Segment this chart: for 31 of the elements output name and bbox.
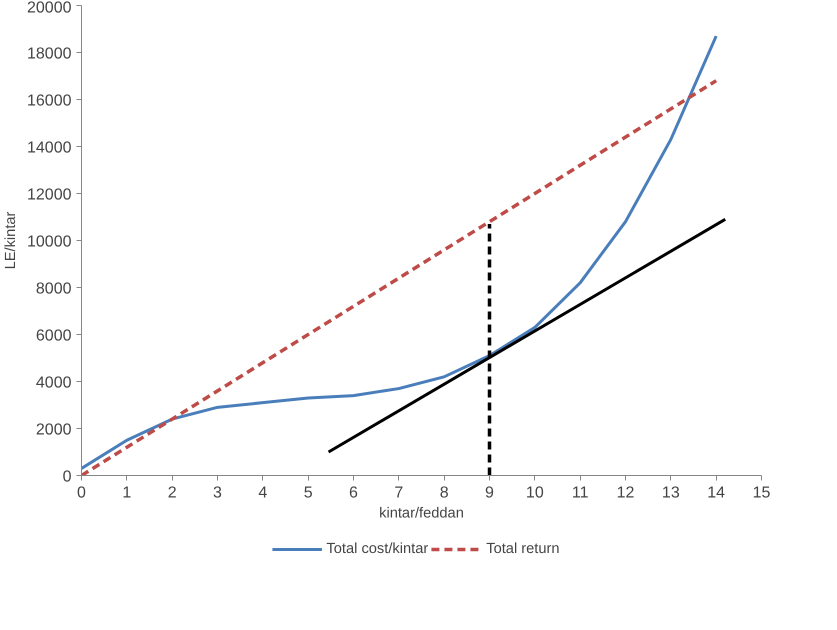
y-tick-label: 8000 — [36, 280, 72, 298]
x-tick-label: 11 — [572, 484, 589, 502]
y-tick-label: 16000 — [27, 92, 72, 110]
legend-label: Total return — [486, 541, 560, 557]
y-axis-title: LE/kintar — [3, 211, 20, 270]
x-tick-label: 7 — [394, 484, 404, 502]
x-axis-title: kintar/feddan — [379, 506, 464, 522]
y-tick-label: 4000 — [36, 374, 72, 392]
x-tick-label: 5 — [304, 484, 313, 502]
y-tick-label: 20000 — [27, 0, 72, 16]
y-tick-label: 2000 — [36, 422, 72, 438]
x-tick-label: 3 — [213, 484, 222, 502]
x-tick-label: 2 — [168, 484, 177, 502]
y-tick-label: 14000 — [27, 140, 72, 156]
legend-label: Total cost/kintar — [326, 541, 428, 557]
x-tick-label: 1 — [122, 484, 132, 502]
x-tick-label: 14 — [707, 484, 726, 502]
x-tick-label: 8 — [440, 484, 449, 502]
x-tick-label: 4 — [258, 484, 268, 502]
y-tick-label: 18000 — [27, 46, 72, 62]
y-tick-label: 12000 — [27, 186, 72, 204]
x-tick-label: 6 — [349, 484, 358, 502]
y-tick-label: 0 — [62, 468, 72, 486]
x-tick-label: 10 — [526, 484, 544, 502]
y-tick-label: 6000 — [36, 328, 72, 344]
x-tick-label: 12 — [616, 484, 634, 502]
x-tick-label: 9 — [485, 484, 494, 502]
x-tick-label: 13 — [662, 484, 680, 502]
x-tick-label: 15 — [752, 484, 770, 502]
x-tick-label: 0 — [77, 484, 86, 502]
y-tick-label: 10000 — [27, 234, 72, 250]
